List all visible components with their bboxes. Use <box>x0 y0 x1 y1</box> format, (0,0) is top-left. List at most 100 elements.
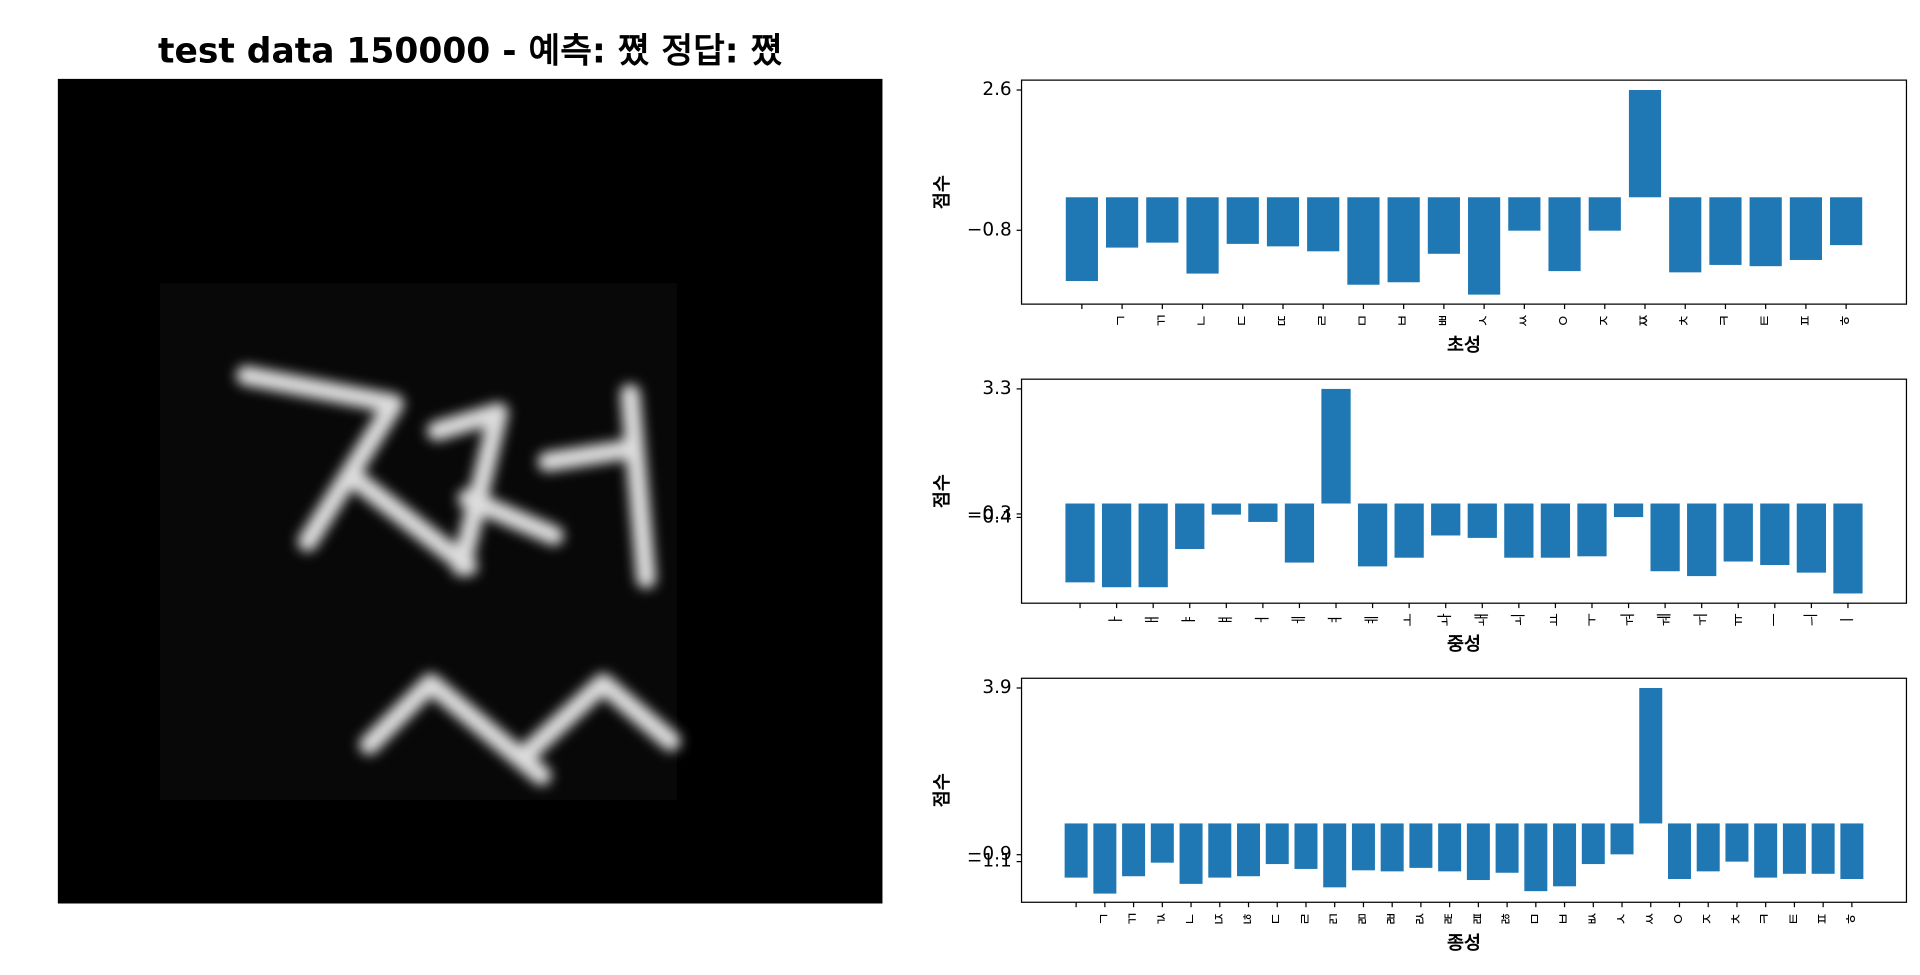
bar <box>1639 687 1663 824</box>
bar <box>1524 823 1548 892</box>
x-tick-label: ㅈ <box>1596 314 1613 328</box>
axes-frame <box>1020 378 1908 604</box>
bar <box>1840 823 1864 880</box>
bar <box>1667 823 1691 880</box>
bar <box>1394 503 1424 558</box>
bar <box>1294 823 1318 869</box>
glyph-strokes <box>236 365 681 786</box>
x-tick-label: ㅚ <box>1510 613 1527 627</box>
x-tick-label: ㅇ <box>1670 912 1687 926</box>
bar <box>1830 197 1863 246</box>
x-tick-label: ㅍ <box>1797 314 1814 328</box>
y-tick-label: −0.3 <box>967 503 1012 524</box>
bar <box>1466 823 1490 881</box>
x-tick-label: ㄹ <box>1314 314 1331 328</box>
y-axis-label: 점수 <box>932 474 953 508</box>
bar <box>1467 503 1497 538</box>
bar <box>1093 823 1117 894</box>
x-axis-label: 초성 <box>1447 335 1481 356</box>
x-tick-label: ㅊ <box>1676 314 1693 328</box>
bar <box>1725 823 1749 862</box>
x-tick-label: ㅞ <box>1656 613 1673 627</box>
x-tick-label: ㅌ <box>1757 314 1774 328</box>
x-tick-label: ㄸ <box>1274 314 1291 328</box>
x-tick-label: ㅄ <box>1584 912 1601 926</box>
x-tick-label: ㄱ <box>1113 314 1130 328</box>
bar <box>1380 823 1404 872</box>
x-tick-label: ㅒ <box>1217 613 1234 627</box>
bar <box>1226 197 1259 244</box>
bar <box>1610 823 1634 855</box>
bar <box>1553 823 1577 887</box>
x-tick-label: ㅢ <box>1802 613 1819 627</box>
bar <box>1265 823 1289 865</box>
bar <box>1150 823 1174 863</box>
x-tick-label: ㅃ <box>1435 314 1452 328</box>
bar <box>1796 503 1827 573</box>
x-tick-label: ㅅ <box>1613 912 1630 926</box>
x-tick-label: ㄹ <box>1297 912 1314 926</box>
x-tick-label: ㄷ <box>1268 912 1285 926</box>
y-tick-label: −0.8 <box>967 219 1012 240</box>
bar <box>1789 197 1822 260</box>
x-tick-label: ㅆ <box>1515 314 1532 328</box>
x-axis-label: 종성 <box>1447 933 1481 954</box>
bar <box>1065 503 1095 583</box>
bar <box>1504 503 1534 558</box>
bar <box>1833 503 1863 594</box>
bar <box>1357 503 1388 567</box>
y-tick-label: 3.3 <box>982 378 1011 399</box>
x-tick-label: ㅈ <box>1699 912 1716 926</box>
x-tick-label: ㅊ <box>1728 912 1745 926</box>
x-tick-label: ㅠ <box>1729 613 1746 627</box>
bar <box>1508 197 1541 231</box>
bar <box>1577 503 1607 557</box>
bar <box>1613 503 1644 518</box>
x-tick-label: ㄿ <box>1469 912 1486 926</box>
bar <box>1540 503 1571 558</box>
x-tick-label: ㅍ <box>1814 912 1831 926</box>
x-tick-label: ㅆ <box>1642 912 1659 926</box>
y-axis-label: 점수 <box>932 773 953 807</box>
x-tick-label: ㅐ <box>1144 613 1161 627</box>
bar <box>1248 503 1278 522</box>
bar <box>1211 503 1241 515</box>
bar <box>1581 823 1605 865</box>
x-tick-label: ㅎ <box>1843 912 1860 926</box>
x-tick-label: ㅛ <box>1546 613 1563 627</box>
bar <box>1106 197 1139 248</box>
x-tick-label: ㅜ <box>1583 613 1600 627</box>
bar <box>1138 503 1168 588</box>
y-tick-label: −0.9 <box>967 844 1012 865</box>
bar <box>1723 503 1753 562</box>
bar <box>1347 197 1380 285</box>
x-tick-label: ㄳ <box>1153 912 1170 926</box>
x-tick-label: ㄺ <box>1326 912 1343 926</box>
x-tick-label: ㅑ <box>1181 613 1198 627</box>
x-tick-label: ㅉ <box>1636 314 1653 328</box>
x-tick-label: ㅇ <box>1556 314 1573 328</box>
x-tick-label: ㅣ <box>1839 613 1856 627</box>
bar <box>1321 388 1351 504</box>
bar <box>1495 823 1519 873</box>
bar <box>1431 503 1461 536</box>
bar <box>1175 503 1205 550</box>
bar <box>1749 197 1782 267</box>
x-tick-label: ㄷ <box>1234 314 1251 328</box>
x-tick-label: ㅂ <box>1556 912 1573 926</box>
bar <box>1548 197 1581 272</box>
bar <box>1696 823 1720 872</box>
x-tick-label: ㅁ <box>1527 912 1544 926</box>
x-tick-label: ㅘ <box>1437 613 1454 627</box>
bar <box>1687 503 1717 577</box>
x-tick-label: ㅋ <box>1757 912 1774 926</box>
x-tick-label: ㅋ <box>1716 314 1733 328</box>
bar <box>1438 823 1462 872</box>
x-tick-label: ㅟ <box>1693 613 1710 627</box>
y-tick-label: 3.9 <box>982 677 1011 698</box>
bar <box>1760 503 1790 565</box>
bar <box>1387 197 1420 283</box>
bar <box>1709 197 1742 265</box>
x-tick-label: ㄽ <box>1412 912 1429 926</box>
